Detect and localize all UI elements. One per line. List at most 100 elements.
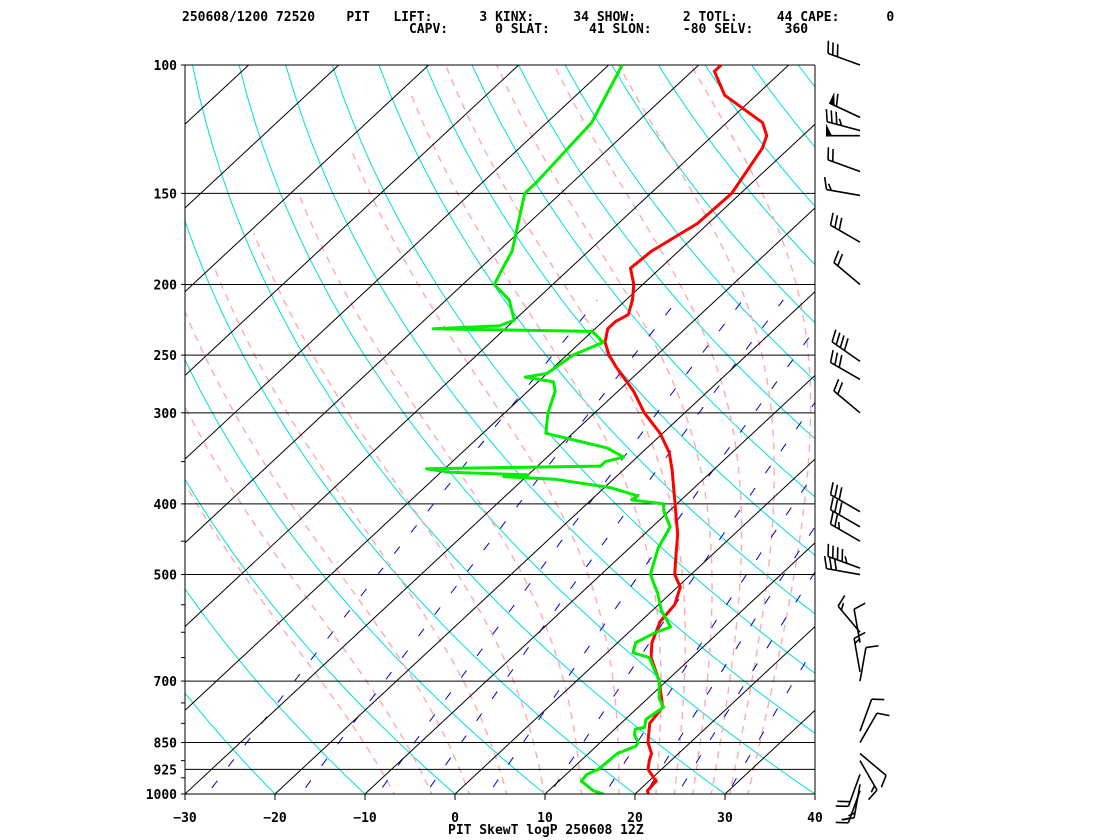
barb-feather (829, 212, 834, 226)
barb-shaft (847, 790, 861, 824)
dry-adiabat (985, 65, 1120, 809)
dry-adiabat (657, 65, 815, 266)
barb-feather (842, 817, 851, 821)
barb-feather (854, 637, 861, 644)
barb-feather (853, 631, 866, 640)
dry-adiabat (611, 65, 815, 324)
mixing-ratio-line (300, 299, 678, 794)
barb-shaft (859, 712, 878, 743)
barb-shaft (859, 760, 878, 791)
barb-feather (865, 644, 879, 649)
moist-adiabat (213, 267, 508, 794)
barb-feather (823, 176, 828, 190)
moist-adiabat (185, 405, 433, 794)
dry-adiabat (425, 65, 815, 556)
barb-feather (876, 712, 890, 717)
barb-pennant (829, 92, 835, 106)
wind-barb (833, 250, 861, 286)
barb-shaft (826, 567, 861, 576)
pressure-tick-label: 500 (154, 569, 178, 584)
isotherm (0, 32, 105, 810)
barb-shaft (830, 494, 861, 513)
barb-feather (823, 556, 828, 569)
isotherm (185, 65, 700, 544)
barb-feather (880, 775, 887, 788)
sounding-traces (425, 65, 769, 794)
barb-shaft (853, 609, 861, 643)
barb-shaft (859, 752, 887, 776)
barb-feather (825, 109, 828, 122)
wind-barb (826, 123, 860, 137)
wind-barb (827, 40, 861, 66)
temperature-tick-label: 20 (627, 811, 643, 826)
barb-feather (830, 110, 833, 124)
dry-adiabat (845, 65, 1120, 809)
barb-feather (834, 484, 839, 498)
dry-adiabat (797, 65, 815, 88)
moist-adiabat (618, 65, 775, 794)
barb-feather (853, 602, 866, 610)
barb-shaft (831, 341, 861, 363)
barb-shaft (830, 523, 861, 542)
wind-barb (853, 602, 866, 643)
isotherm (274, 290, 815, 794)
barb-feather (831, 329, 837, 343)
dewpoint-trace (425, 65, 673, 794)
moist-adiabat (410, 94, 662, 794)
wind-barb (825, 109, 861, 132)
wind-barb (827, 147, 861, 173)
mixing-ratio-line (604, 471, 815, 794)
pressure-tick-label: 300 (154, 407, 178, 422)
barb-feather (835, 93, 839, 107)
barb-shaft (826, 120, 861, 132)
wind-barbs (823, 40, 890, 824)
mixing-ratio-line (424, 299, 784, 794)
mixing-ratio-line (377, 299, 744, 794)
temperature-tick-label: 30 (717, 811, 733, 826)
barb-feather (838, 502, 843, 515)
moist-adiabat (185, 310, 470, 794)
barb-feather (827, 183, 833, 191)
wind-barb (831, 329, 861, 363)
dry-adiabat (518, 65, 815, 440)
isotherm (454, 458, 815, 794)
barb-feather (838, 354, 843, 368)
moist-adiabat (690, 65, 812, 794)
isotherm (364, 374, 815, 794)
pressure-tick-label: 200 (154, 278, 178, 293)
barb-feather (834, 514, 839, 527)
wind-barb (829, 349, 861, 381)
isotherm (0, 32, 15, 810)
dry-adiabat (185, 588, 366, 794)
dry-adiabat (331, 65, 815, 674)
mixing-ratio-line (676, 571, 815, 794)
isotherm (185, 65, 430, 293)
wind-barb (859, 712, 890, 743)
isotherm (185, 207, 815, 794)
mixing-ratio-line (549, 401, 815, 794)
wind-barb (823, 556, 861, 576)
wind-barb (835, 790, 861, 824)
wind-barb (833, 378, 861, 414)
barb-shaft (830, 224, 861, 243)
wind-barb (835, 774, 861, 808)
wind-barb (837, 595, 861, 633)
isotherm (185, 65, 790, 628)
wind-barb (859, 760, 878, 801)
barb-feather (837, 382, 844, 395)
isotherm (724, 709, 815, 794)
barb-feather (840, 602, 845, 611)
barb-feather (837, 253, 844, 267)
dry-adiabat (238, 65, 815, 794)
barb-feather (835, 111, 838, 125)
axes: −30 −20 −10 0 10 20 30 40 (173, 64, 823, 826)
barb-feather (834, 499, 839, 513)
barb-feather (828, 556, 833, 570)
wind-barb (829, 497, 861, 528)
pressure-tick-label: 100 (154, 59, 178, 74)
pressure-tick-label: 1000 (146, 788, 177, 803)
dry-adiabat (185, 358, 546, 794)
dry-adiabat (471, 65, 815, 498)
barb-shaft (826, 188, 861, 197)
